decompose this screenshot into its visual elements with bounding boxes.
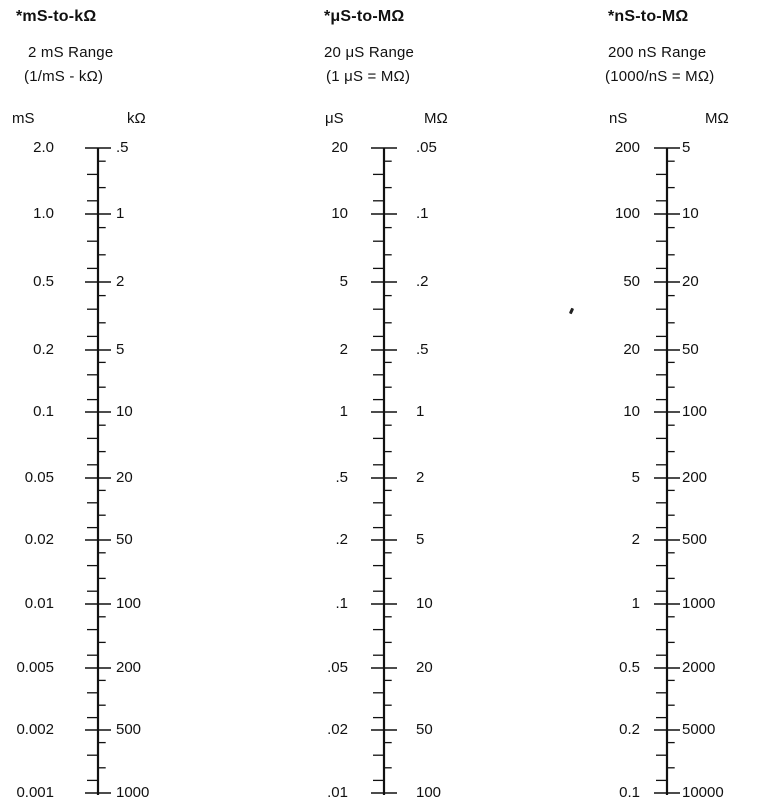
left-value-label: 10 (331, 205, 348, 222)
scale-ms-to-kohm: *mS-to-kΩ 2 mS Range (1/mS - kΩ) mS kΩ (12, 0, 212, 805)
right-value-label: 10 (416, 595, 433, 612)
right-value-label: 10 (682, 205, 699, 222)
right-value-label: 10000 (682, 784, 724, 801)
left-unit-label: nS (609, 110, 628, 127)
right-value-label: 5 (416, 531, 425, 548)
left-value-label: 0.001 (16, 784, 54, 801)
left-value-label: .1 (335, 595, 348, 612)
right-value-label: 200 (682, 469, 708, 486)
left-value-label: 1 (631, 595, 640, 612)
left-value-label: 0.2 (33, 341, 54, 358)
right-value-label: 5000 (682, 721, 716, 738)
right-value-label: 20 (682, 273, 699, 290)
right-value-label: 50 (416, 721, 433, 738)
left-value-label: 0.05 (24, 469, 54, 486)
right-value-label: 1 (116, 205, 125, 222)
left-value-label: 2 (631, 531, 640, 548)
right-unit-label: MΩ (424, 110, 448, 127)
scale-us-to-mohm: *μS-to-MΩ 20 μS Range (1 μS = MΩ) μS MΩ (322, 0, 522, 805)
right-value-label: 500 (682, 531, 708, 548)
right-value-label: 100 (682, 403, 708, 420)
scale-title: *mS-to-kΩ (16, 8, 97, 25)
scale-formula: (1000/nS = MΩ) (605, 68, 715, 85)
left-value-label: 20 (623, 341, 640, 358)
left-value-label: 1 (339, 403, 348, 420)
left-value-label: 2.0 (33, 139, 54, 156)
right-value-label: 100 (116, 595, 142, 612)
left-value-label: 5 (339, 273, 348, 290)
right-value-label: 50 (682, 341, 699, 358)
right-value-label: 1000 (116, 784, 150, 801)
left-unit-label: μS (325, 110, 344, 127)
scale-formula: (1/mS - kΩ) (24, 68, 104, 85)
left-value-label: .05 (327, 659, 348, 676)
right-value-label: 1 (416, 403, 425, 420)
left-value-label: .01 (327, 784, 348, 801)
right-value-label: 1000 (682, 595, 716, 612)
right-value-label: 2 (416, 469, 425, 486)
right-value-label: 10 (116, 403, 133, 420)
left-value-label: 5 (631, 469, 640, 486)
left-unit-label: mS (12, 110, 35, 127)
right-value-label: 2 (116, 273, 125, 290)
left-value-label: 0.2 (619, 721, 640, 738)
left-value-label: 10 (623, 403, 640, 420)
right-value-label: 50 (116, 531, 133, 548)
left-value-label: 100 (614, 205, 640, 222)
left-value-label: 200 (614, 139, 640, 156)
left-value-label: .5 (335, 469, 348, 486)
scale-range: 20 μS Range (324, 44, 415, 61)
right-value-label: 20 (116, 469, 133, 486)
right-value-label: 100 (416, 784, 442, 801)
right-value-label: .1 (416, 205, 429, 222)
left-value-label: 0.5 (619, 659, 640, 676)
scale-formula: (1 μS = MΩ) (326, 68, 411, 85)
scale-ns-to-mohm: *nS-to-MΩ 200 nS Range (1000/nS = MΩ) nS… (605, 0, 765, 805)
right-value-label: .05 (416, 139, 437, 156)
left-value-label: 20 (331, 139, 348, 156)
left-value-label: 0.1 (619, 784, 640, 801)
right-unit-label: MΩ (705, 110, 729, 127)
left-value-label: 0.002 (16, 721, 54, 738)
left-value-label: 0.005 (16, 659, 54, 676)
right-value-label: 20 (416, 659, 433, 676)
scale-range: 2 mS Range (28, 44, 114, 61)
left-value-label: 0.01 (24, 595, 54, 612)
left-value-label: 0.1 (33, 403, 54, 420)
right-value-label: 500 (116, 721, 142, 738)
right-value-label: 5 (116, 341, 125, 358)
left-value-label: 1.0 (33, 205, 54, 222)
scale-title: *μS-to-MΩ (324, 8, 405, 25)
right-unit-label: kΩ (127, 110, 146, 127)
left-value-label: .2 (335, 531, 348, 548)
scale-title: *nS-to-MΩ (608, 8, 689, 25)
left-value-label: 0.02 (24, 531, 54, 548)
left-value-label: 0.5 (33, 273, 54, 290)
right-value-label: 5 (682, 139, 691, 156)
right-value-label: .5 (116, 139, 129, 156)
left-value-label: .02 (327, 721, 348, 738)
right-value-label: 2000 (682, 659, 716, 676)
right-value-label: .2 (416, 273, 429, 290)
left-value-label: 2 (339, 341, 348, 358)
scale-range: 200 nS Range (608, 44, 707, 61)
right-value-label: .5 (416, 341, 429, 358)
left-value-label: 50 (623, 273, 640, 290)
right-value-label: 200 (116, 659, 142, 676)
